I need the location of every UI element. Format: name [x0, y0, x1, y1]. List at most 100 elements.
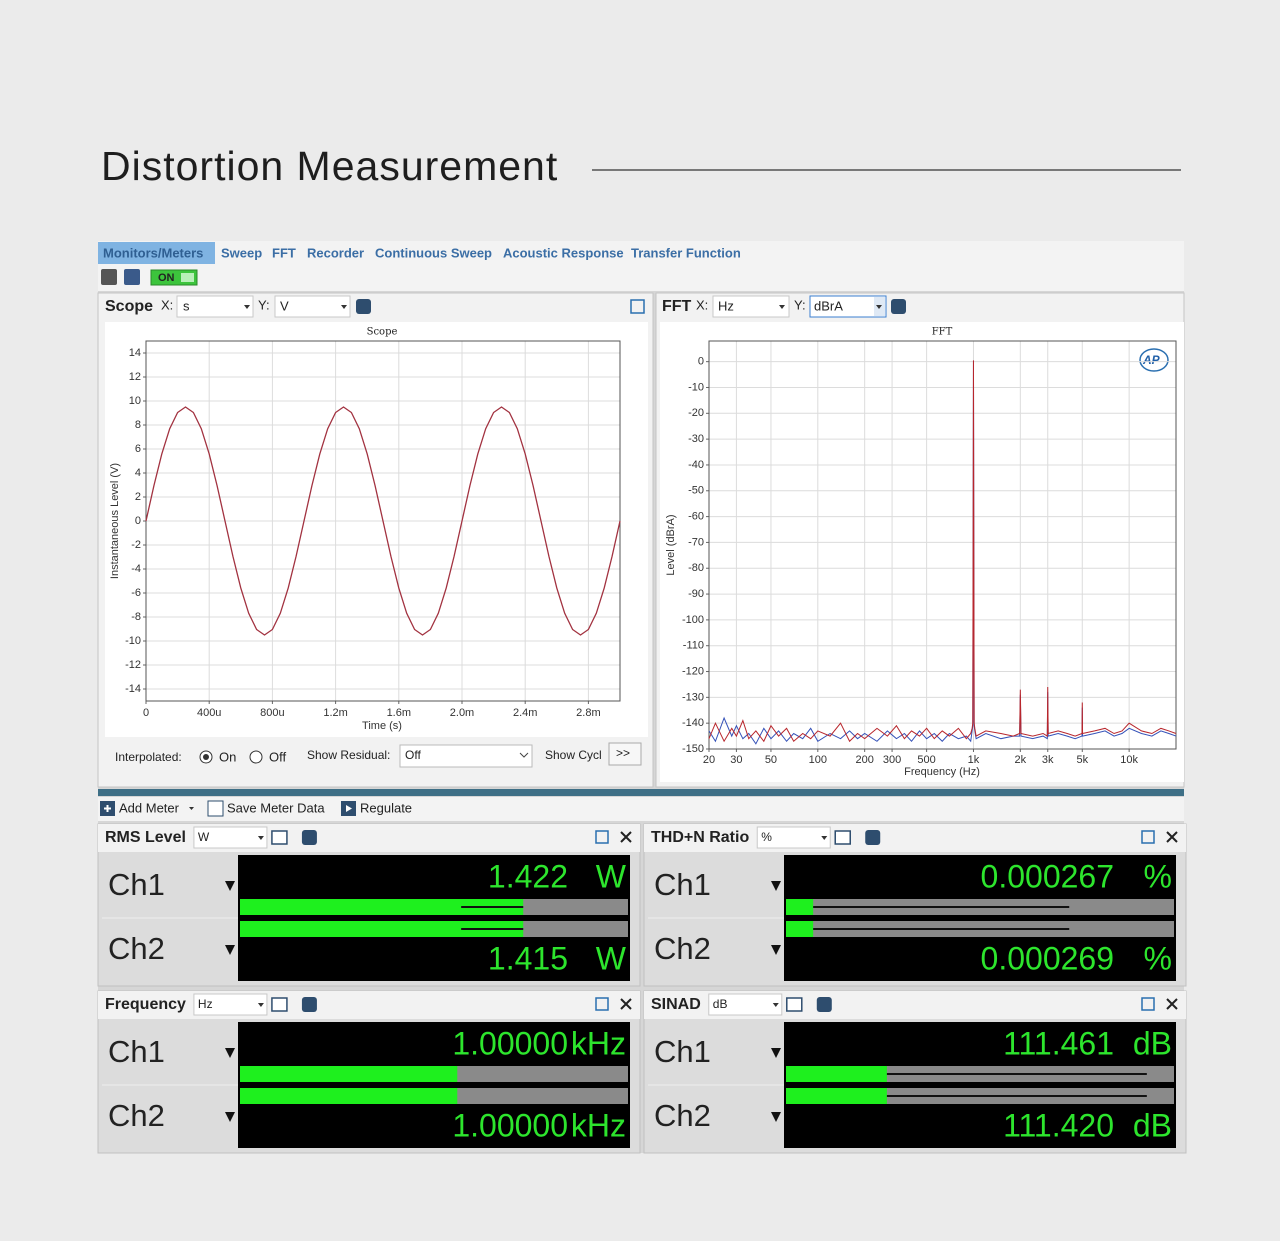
y-tick-label: -10 [688, 381, 704, 393]
data-line [708, 360, 1177, 743]
y-tick-label: -50 [688, 485, 704, 497]
channel-menu[interactable] [225, 1112, 235, 1122]
meter-unit: % [1144, 940, 1172, 976]
scope-plot-bg [105, 322, 648, 737]
y-tick-label: -80 [688, 562, 704, 574]
tab[interactable]: Acoustic Response [503, 245, 624, 260]
toolbar-icon[interactable] [124, 269, 140, 285]
residual-select[interactable] [399, 744, 533, 768]
channel-menu[interactable] [771, 945, 781, 955]
channel-menu[interactable] [771, 1112, 781, 1122]
bar-level [786, 899, 814, 915]
settings-icon[interactable] [816, 997, 832, 1012]
popout-icon[interactable] [1141, 830, 1155, 844]
channel-label: Ch1 [654, 1034, 711, 1069]
channel-menu[interactable] [225, 881, 235, 891]
settings-icon[interactable] [301, 997, 317, 1012]
bar-level [240, 1066, 458, 1082]
y-tick-label: -70 [688, 536, 704, 548]
y-unit-select[interactable] [809, 295, 887, 318]
tab[interactable]: Continuous Sweep [375, 245, 492, 260]
y-tick-label: 12 [129, 371, 141, 383]
meter-value: 111.461 [1003, 1025, 1114, 1061]
channel-label: Ch2 [108, 1098, 165, 1133]
unit-select[interactable] [193, 826, 268, 849]
settings-icon[interactable] [865, 830, 881, 845]
graph-icon[interactable] [271, 830, 288, 845]
control-label: Show Cycl [545, 748, 602, 762]
meter-unit: kHz [571, 1025, 626, 1061]
bar-level [240, 921, 524, 937]
toolbar-button[interactable]: Save Meter Data [227, 800, 325, 815]
popout-icon[interactable] [630, 299, 645, 314]
toggle-label: ON [158, 272, 175, 284]
residual-value: Off [405, 748, 421, 762]
channel-label: Ch1 [108, 867, 165, 902]
save-icon[interactable] [207, 800, 224, 817]
y-tick-label: 0 [698, 356, 704, 368]
y-tick-label: -20 [688, 407, 704, 419]
meter-toolbar [98, 797, 1184, 821]
x-tick-label: 2.8m [576, 707, 600, 719]
meter-unit: dB [1133, 1107, 1172, 1143]
y-tick-label: 6 [135, 443, 141, 455]
data-line [145, 406, 621, 636]
fft-plot-bg [660, 322, 1184, 782]
dropdown-arrow [876, 305, 882, 309]
more-label: >> [616, 746, 630, 760]
x-unit-select[interactable] [176, 295, 254, 318]
tab[interactable]: Recorder [307, 245, 364, 260]
popout-icon[interactable] [595, 997, 609, 1011]
graph-icon[interactable] [786, 997, 803, 1012]
unit: % [761, 830, 772, 844]
close-icon[interactable] [620, 831, 632, 843]
y-tick-label: -60 [688, 511, 704, 523]
settings-icon[interactable] [356, 299, 371, 314]
tab[interactable]: FFT [272, 245, 296, 260]
x-tick-label: 2k [1015, 754, 1027, 766]
close-icon[interactable] [1166, 998, 1178, 1010]
toolbar-button[interactable]: Regulate [360, 800, 412, 815]
panel-title: Scope [105, 298, 153, 315]
toolbar-button[interactable]: Add Meter [119, 800, 180, 815]
unit-select[interactable] [756, 826, 831, 849]
meter-value: 0.000267 [981, 858, 1114, 894]
channel-menu[interactable] [771, 881, 781, 891]
tab[interactable]: Sweep [221, 245, 262, 260]
popout-icon[interactable] [595, 830, 609, 844]
unit-select[interactable] [193, 993, 268, 1016]
x-axis-label: Frequency (Hz) [904, 766, 980, 778]
channel-menu[interactable] [771, 1048, 781, 1058]
settings-icon[interactable] [301, 830, 317, 845]
toolbar-icon[interactable] [101, 269, 117, 285]
close-icon[interactable] [620, 998, 632, 1010]
x-unit-select[interactable] [712, 295, 790, 318]
x-tick-label: 30 [730, 754, 742, 766]
axis-select-label: X: [161, 297, 173, 312]
graph-icon[interactable] [271, 997, 288, 1012]
meter-title: SINAD [651, 996, 701, 1013]
bar-level [240, 1088, 458, 1104]
radio-dot [203, 754, 209, 760]
radio-off[interactable] [249, 750, 263, 764]
tab[interactable]: Transfer Function [631, 245, 741, 260]
popout-icon[interactable] [1141, 997, 1155, 1011]
settings-icon[interactable] [891, 299, 906, 314]
y-unit-select[interactable] [274, 295, 351, 318]
graph-icon[interactable] [834, 830, 851, 845]
tab[interactable]: Monitors/Meters [103, 245, 203, 260]
y-tick-label: 8 [135, 419, 141, 431]
unit-select[interactable] [708, 993, 783, 1016]
x-unit: Hz [718, 298, 734, 313]
channel-menu[interactable] [225, 1048, 235, 1058]
y-unit: V [280, 298, 289, 313]
y-axis-label: Level (dBrA) [665, 514, 677, 575]
y-tick-label: -110 [683, 640, 704, 652]
x-tick-label: 10k [1120, 754, 1138, 766]
more-button[interactable] [608, 742, 642, 766]
close-icon[interactable] [1166, 831, 1178, 843]
meter-unit: dB [1133, 1025, 1172, 1061]
channel-menu[interactable] [225, 945, 235, 955]
splitter[interactable] [98, 789, 1184, 796]
panel-title: FFT [662, 298, 692, 315]
